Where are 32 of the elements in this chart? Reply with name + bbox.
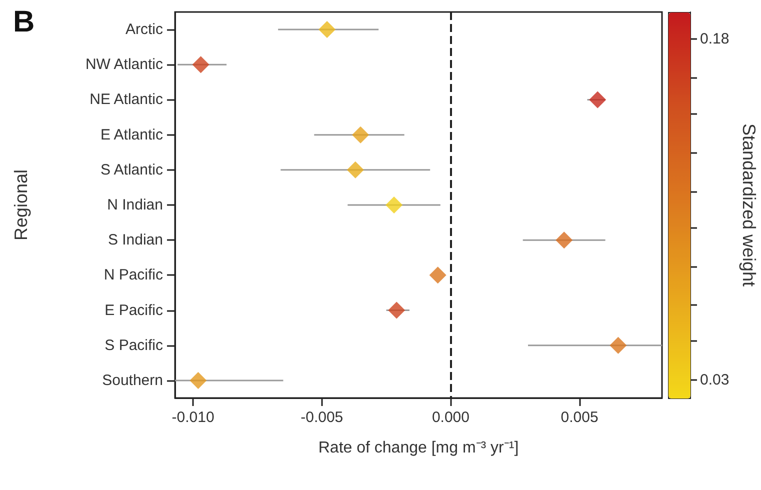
y-tick-label: S Atlantic [100,161,164,178]
y-tick-label: E Atlantic [100,126,164,144]
point [192,56,210,74]
point [318,21,336,38]
y-tick-label: Arctic [126,21,164,38]
x-axis-title: Rate of change [mg m⁻³ yr⁻¹] [318,440,519,456]
chart-title: B [13,6,35,38]
x-tick-label: 0.000 [432,409,470,426]
y-axis-title: Regional [11,169,31,241]
x-tick-label: -0.010 [172,409,214,426]
point [346,161,364,178]
point [556,232,573,249]
point [429,266,446,284]
point [388,302,406,319]
y-tick-label: S Pacific [104,336,164,354]
color-bar-label: 0.18 [700,30,730,48]
y-tick-label: N Indian [107,196,163,214]
y-tick-label: NW Atlantic [85,56,164,74]
y-tick-label: E Pacific [104,302,164,319]
color-bar-title: Standardized weight [739,123,759,287]
point [190,372,207,389]
point [386,196,403,214]
y-tick-label: NE Atlantic [90,91,164,108]
point [610,336,627,354]
x-tick-label: -0.005 [300,409,344,426]
x-tick-label: 0.005 [560,409,598,426]
point [589,91,606,108]
y-tick-label: S Indian [108,232,163,249]
point [352,126,370,144]
color-bar-label: 0.03 [700,371,730,388]
y-tick-label: Southern [102,372,163,389]
y-tick-label: N Pacific [104,266,164,284]
